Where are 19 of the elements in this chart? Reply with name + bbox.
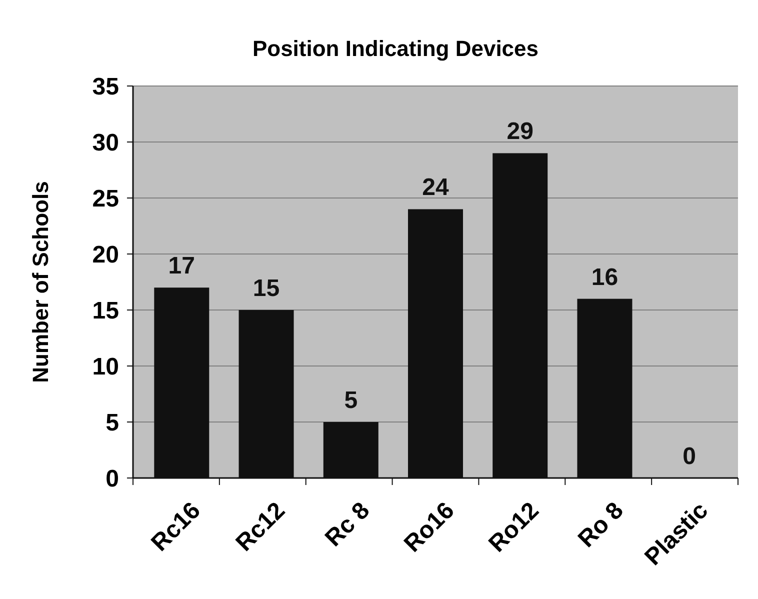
data-label: 16 xyxy=(591,264,618,291)
x-tick-label: Ro 8 xyxy=(572,497,629,553)
x-tick-label: Rc 8 xyxy=(320,497,376,552)
data-label: 5 xyxy=(344,387,358,414)
data-label: 0 xyxy=(682,443,696,470)
y-tick-label: 15 xyxy=(92,297,119,324)
data-label: 29 xyxy=(506,118,534,146)
y-tick-label: 5 xyxy=(106,409,119,436)
y-tick-label: 25 xyxy=(92,185,119,212)
y-tick-label: 35 xyxy=(92,73,119,100)
data-label: 24 xyxy=(422,174,450,202)
y-tick-label: 0 xyxy=(106,465,119,492)
y-axis-title: Number of Schools xyxy=(28,181,53,383)
y-tick-label: 10 xyxy=(92,353,119,380)
chart-title: Position Indicating Devices xyxy=(252,36,539,61)
y-tick-label: 20 xyxy=(92,241,119,268)
data-label: 17 xyxy=(168,252,196,280)
y-tick-label: 30 xyxy=(92,129,119,156)
data-label: 15 xyxy=(252,275,280,302)
